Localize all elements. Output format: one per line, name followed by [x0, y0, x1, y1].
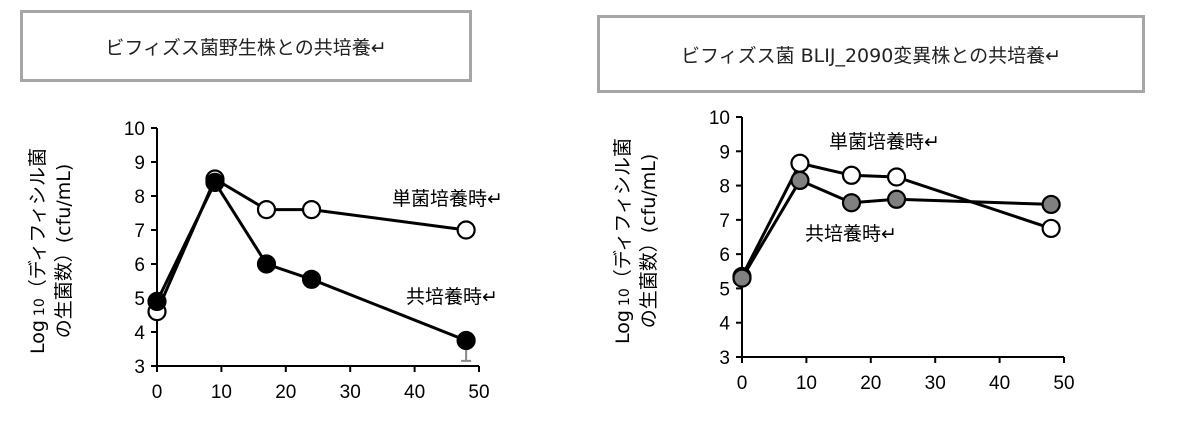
y-axis-label-line1: Log 10（ディフィシル菌 — [27, 148, 49, 354]
data-point — [841, 193, 862, 213]
x-tick-label: 10 — [211, 382, 232, 403]
y-axis-label-rest: （ディフィシル菌 — [612, 138, 634, 288]
x-tick-label: 0 — [152, 382, 163, 403]
series-label-0: 単菌培養時↵ — [829, 131, 940, 153]
y-tick-label: 5 — [134, 289, 145, 310]
series-label-1: 共培養時↵ — [805, 223, 897, 245]
panel-title-text: ビフィズス菌野生株との共培養↵ — [105, 36, 387, 59]
y-tick-label: 4 — [134, 323, 145, 344]
y-tick-label: 3 — [134, 357, 145, 378]
x-tick-label: 20 — [860, 373, 881, 394]
y-tick-label: 10 — [124, 119, 145, 140]
x-tick-label: 0 — [737, 373, 748, 394]
y-tick-label: 7 — [134, 221, 145, 242]
y-axis-label-rest: （ディフィシル菌 — [27, 148, 49, 298]
data-point — [256, 200, 277, 220]
data-point — [301, 269, 322, 289]
data-point — [886, 189, 907, 209]
data-point — [456, 220, 476, 240]
data-point — [790, 153, 810, 173]
y-tick-label: 4 — [719, 314, 730, 335]
data-point — [147, 291, 167, 311]
y-tick-label: 9 — [719, 142, 730, 163]
data-point — [301, 200, 322, 220]
x-tick-label: 20 — [275, 382, 296, 403]
y-axis-label-subscript: 10 — [32, 298, 48, 316]
y-axis-label-line1: Log 10（ディフィシル菌 — [612, 138, 634, 344]
y-axis-label-log: Log — [612, 310, 634, 344]
y-tick-label: 6 — [719, 245, 730, 266]
series-label-0: 単菌培養時↵ — [392, 188, 503, 210]
panel-title-wild-type: ビフィズス菌野生株との共培養↵ — [20, 10, 472, 82]
y-tick-label: 5 — [719, 279, 730, 300]
x-tick-label: 50 — [468, 382, 489, 403]
y-tick-label: 3 — [719, 348, 730, 369]
data-point — [886, 167, 907, 187]
y-tick-label: 10 — [709, 108, 730, 129]
y-tick-label: 8 — [719, 177, 730, 198]
y-axis-label-subscript: 10 — [617, 288, 633, 306]
x-tick-label: 40 — [404, 382, 425, 403]
y-tick-label: 9 — [134, 153, 145, 174]
series-label-1: 共培養時↵ — [406, 286, 498, 308]
y-axis-label-line2: の生菌数）(cfu/mL) — [53, 164, 75, 339]
y-tick-label: 8 — [134, 187, 145, 208]
x-tick-label: 50 — [1053, 373, 1074, 394]
y-tick-label: 6 — [134, 255, 145, 276]
data-point — [205, 172, 225, 192]
y-tick-label: 7 — [719, 211, 730, 232]
panel-title-text: ビフィズス菌 BLIJ_2090変異株との共培養↵ — [680, 44, 1062, 67]
x-tick-label: 10 — [796, 373, 817, 394]
y-axis-label-line2: の生菌数）(cfu/mL) — [638, 154, 660, 329]
y-axis-label-log: Log — [27, 320, 49, 354]
data-point — [256, 254, 277, 274]
data-point — [456, 330, 476, 351]
data-point — [1041, 218, 1061, 239]
x-tick-label: 30 — [340, 382, 361, 403]
x-tick-label: 30 — [925, 373, 946, 394]
x-tick-label: 40 — [989, 373, 1010, 394]
panel-title-mutant: ビフィズス菌 BLIJ_2090変異株との共培養↵ — [597, 15, 1145, 93]
data-point — [841, 165, 862, 185]
data-point — [732, 268, 752, 288]
data-point — [790, 170, 810, 191]
data-point — [1041, 194, 1061, 215]
